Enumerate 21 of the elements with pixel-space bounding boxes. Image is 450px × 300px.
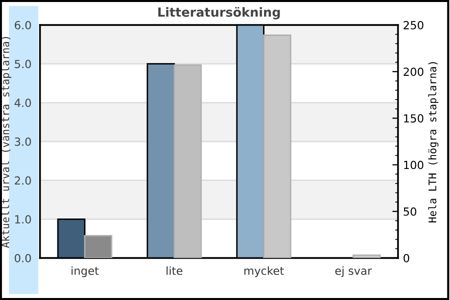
x-tick-label: mycket [244, 266, 284, 278]
y-tick-label: 5.0 [14, 60, 31, 68]
y2-axis-title: Hela LTH (högra staplarna) [428, 62, 438, 222]
y2-tick-label: 200 [404, 68, 424, 76]
y-tick-label: 1.0 [15, 215, 31, 224]
y2-tick-label: 150 [404, 114, 424, 123]
y-tick-label: 0.0 [14, 254, 31, 262]
y2-tick-label: 250 [404, 20, 424, 30]
x-tick-label: inget [72, 266, 99, 278]
y2-tick-label: 0 [404, 254, 410, 262]
bar [352, 254, 381, 258]
y-tick-label: 6.0 [14, 20, 31, 30]
x-tick-label: ej svar [335, 266, 372, 278]
y-tick-label: 4.0 [14, 98, 31, 108]
x-tick-label: lite [166, 266, 182, 275]
chart-title: Litteratursökning [158, 6, 280, 20]
y2-tick-label: 50 [404, 207, 416, 216]
y-tick-label: 2.0 [14, 176, 31, 185]
y-axis-title: Aktuellt urval (vänstra staplarna) [1, 37, 12, 248]
y-tick-label: 3.0 [14, 137, 31, 146]
y2-tick-label: 100 [404, 160, 424, 170]
